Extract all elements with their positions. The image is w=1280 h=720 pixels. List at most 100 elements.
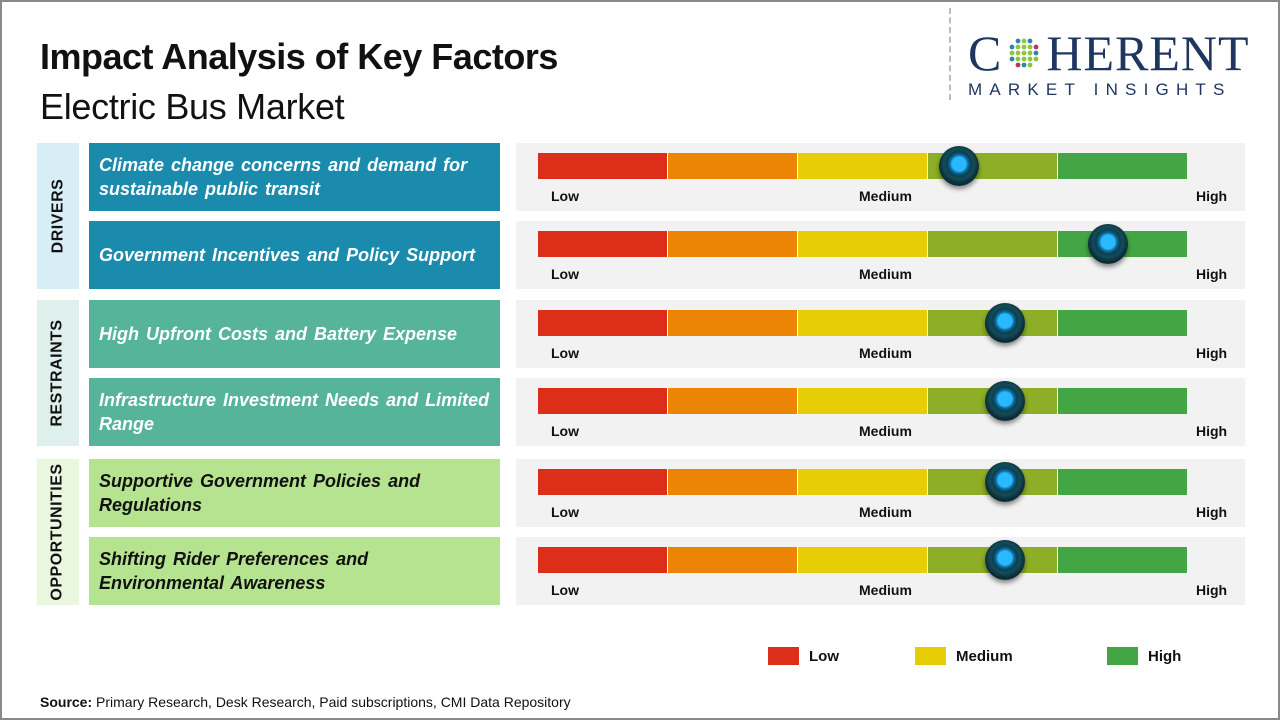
impact-marker-icon <box>984 303 1025 343</box>
gauge-label-medium: Medium <box>859 582 912 598</box>
page-title: Impact Analysis of Key Factors <box>40 36 558 77</box>
company-logo: C HERENT MARKET INSIGHTS <box>968 28 1250 100</box>
impact-marker-icon <box>984 381 1025 421</box>
gauge-segment <box>668 310 798 336</box>
legend-item-high: High <box>1107 647 1181 665</box>
impact-gauge: Low Medium High <box>516 537 1245 605</box>
legend-label: High <box>1148 647 1182 665</box>
logo-letter-c: C <box>968 25 1003 81</box>
gauge-label-high: High <box>1196 266 1228 282</box>
gauge-segment <box>538 469 668 495</box>
factor-label: Shifting Rider Preferences and Environme… <box>89 537 500 605</box>
gauge-segment <box>1058 310 1187 336</box>
globe-dot <box>1009 50 1015 56</box>
globe-dot <box>1033 50 1039 56</box>
globe-dot <box>1021 62 1027 68</box>
gauge-label-medium: Medium <box>859 423 912 439</box>
gauge-label-low: Low <box>551 188 579 204</box>
group-label-restraints: RESTRAINTS <box>37 300 79 446</box>
gauge-bar <box>538 310 1187 336</box>
gauge-bar <box>538 388 1187 414</box>
impact-gauge: Low Medium High <box>516 221 1245 289</box>
gauge-segment <box>538 388 668 414</box>
gauge-segment <box>538 310 668 336</box>
globe-dot <box>1021 38 1027 44</box>
gauge-label-high: High <box>1196 188 1228 204</box>
factor-label: Government Incentives and Policy Support <box>89 221 500 289</box>
globe-dot <box>1021 44 1027 50</box>
globe-dot <box>1027 50 1033 56</box>
impact-marker-icon <box>984 540 1025 580</box>
gauge-label-medium: Medium <box>859 266 912 282</box>
gauge-segment <box>538 231 668 257</box>
gauge-label-high: High <box>1196 345 1228 361</box>
group-label-text: DRIVERS <box>49 178 66 254</box>
factor-label: Infrastructure Investment Needs and Limi… <box>89 378 500 446</box>
legend-swatch <box>915 647 946 665</box>
gauge-segment <box>798 469 928 495</box>
legend-swatch <box>1107 647 1138 665</box>
gauge-segment <box>668 388 798 414</box>
globe-dot <box>1027 56 1033 62</box>
globe-dot <box>1021 50 1027 56</box>
gauge-label-medium: Medium <box>859 345 912 361</box>
source-label: Source: <box>40 694 93 710</box>
globe-dot <box>1015 38 1021 44</box>
gauge-bar <box>538 153 1187 179</box>
gauge-label-low: Low <box>551 345 579 361</box>
gauge-segment <box>1058 547 1187 573</box>
globe-dot <box>1021 56 1027 62</box>
gauge-segment <box>798 547 928 573</box>
globe-dot <box>1009 56 1015 62</box>
gauge-segment <box>1058 388 1187 414</box>
impact-gauge: Low Medium High <box>516 459 1245 527</box>
gauge-label-low: Low <box>551 423 579 439</box>
gauge-segment <box>1058 469 1187 495</box>
gauge-label-high: High <box>1196 423 1228 439</box>
globe-dot <box>1009 44 1015 50</box>
group-label-text: RESTRAINTS <box>49 319 67 427</box>
globe-dot <box>1027 62 1033 68</box>
gauge-segment <box>798 388 928 414</box>
impact-gauge: Low Medium High <box>516 378 1245 446</box>
gauge-segment <box>798 231 928 257</box>
globe-dot <box>1033 44 1039 50</box>
gauge-segment <box>1058 153 1187 179</box>
gauge-bar <box>538 547 1187 573</box>
gauge-label-high: High <box>1196 582 1228 598</box>
gauge-segment <box>798 310 928 336</box>
source-note: Source: Primary Research, Desk Research,… <box>40 694 571 710</box>
gauge-segment <box>538 547 668 573</box>
gauge-segment <box>928 231 1058 257</box>
group-label-text: OPPORTUNITIES <box>49 463 66 601</box>
factor-label: Climate change concerns and demand for s… <box>89 143 500 211</box>
factor-label: High Upfront Costs and Battery Expense <box>89 300 500 368</box>
impact-gauge: Low Medium High <box>516 143 1245 211</box>
globe-dot <box>1015 62 1021 68</box>
globe-dot <box>1027 44 1033 50</box>
legend-label: Low <box>809 647 839 665</box>
gauge-segment <box>538 153 668 179</box>
gauge-label-low: Low <box>551 582 579 598</box>
impact-marker-icon <box>939 146 980 186</box>
legend-item-medium: Medium <box>915 647 1013 665</box>
legend-swatch <box>768 647 799 665</box>
globe-dot <box>1033 56 1039 62</box>
gauge-segment <box>668 231 798 257</box>
gauge-label-medium: Medium <box>859 188 912 204</box>
gauge-label-medium: Medium <box>859 504 912 520</box>
impact-marker-icon <box>984 462 1025 502</box>
impact-gauge: Low Medium High <box>516 300 1245 368</box>
legend-label: Medium <box>956 647 1013 665</box>
gauge-label-high: High <box>1196 504 1228 520</box>
impact-marker-icon <box>1088 224 1129 264</box>
gauge-label-low: Low <box>551 504 579 520</box>
gauge-segment <box>798 153 928 179</box>
legend-item-low: Low <box>768 647 839 665</box>
gauge-label-low: Low <box>551 266 579 282</box>
gauge-segment <box>668 469 798 495</box>
source-text: Primary Research, Desk Research, Paid su… <box>92 694 571 710</box>
group-label-drivers: DRIVERS <box>37 143 79 289</box>
globe-dot <box>1027 38 1033 44</box>
